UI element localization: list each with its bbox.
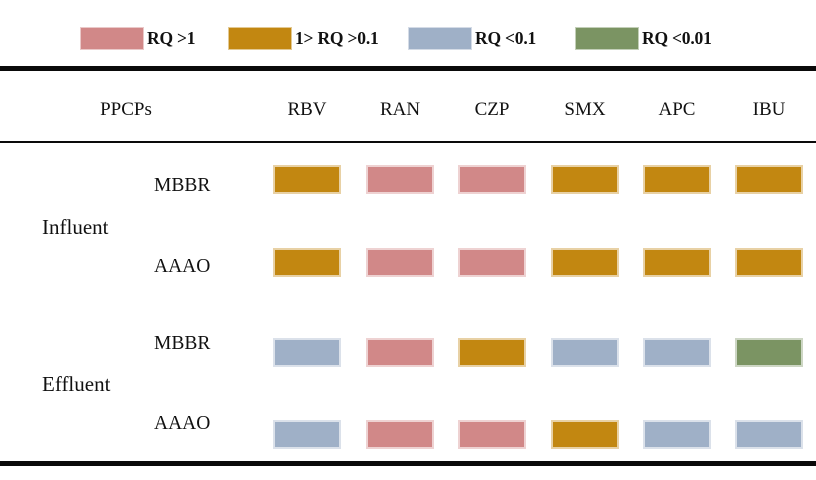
row-label-effluent-mbbr: MBBR: [154, 333, 211, 354]
legend-item-1-rq-0.1: 1> RQ >0.1: [228, 27, 379, 50]
cell-influent-aaao-czp: [458, 248, 526, 277]
cell-effluent-aaao-ran: [366, 420, 434, 449]
cell-influent-aaao-ran: [366, 248, 434, 277]
legend-divider-rule: [0, 66, 816, 71]
column-header-rbv: RBV: [287, 99, 327, 120]
legend-item-rq-gt-1: RQ >1: [80, 27, 196, 50]
group-label-influent: Influent: [42, 215, 109, 239]
legend-swatch-rq-lt-0.1-icon: [408, 27, 472, 50]
cell-effluent-mbbr-ran: [366, 338, 434, 367]
legend-label: RQ >1: [147, 28, 196, 48]
bottom-rule: [0, 461, 816, 466]
cell-effluent-mbbr-czp: [458, 338, 526, 367]
cell-effluent-mbbr-ibu: [735, 338, 803, 367]
legend-swatch-1-rq-0.1-icon: [228, 27, 292, 50]
row-label-influent-aaao: AAAO: [154, 256, 211, 277]
cell-effluent-aaao-rbv: [273, 420, 341, 449]
cell-influent-aaao-apc: [643, 248, 711, 277]
cell-influent-mbbr-ibu: [735, 165, 803, 194]
cell-influent-mbbr-rbv: [273, 165, 341, 194]
column-header-apc: APC: [658, 99, 696, 120]
cell-influent-mbbr-smx: [551, 165, 619, 194]
column-header-smx: SMX: [564, 99, 606, 120]
cell-influent-aaao-rbv: [273, 248, 341, 277]
legend-swatch-rq-lt-0.01-icon: [575, 27, 639, 50]
cell-effluent-aaao-apc: [643, 420, 711, 449]
legend-label: RQ <0.01: [642, 28, 712, 48]
cell-influent-mbbr-czp: [458, 165, 526, 194]
row-label-effluent-aaao: AAAO: [154, 413, 211, 434]
cell-influent-mbbr-apc: [643, 165, 711, 194]
cell-effluent-mbbr-rbv: [273, 338, 341, 367]
column-header-ibu: IBU: [752, 99, 786, 120]
cell-effluent-aaao-czp: [458, 420, 526, 449]
group-label-effluent: Effluent: [42, 372, 111, 396]
legend-label: RQ <0.1: [475, 28, 537, 48]
cell-effluent-aaao-smx: [551, 420, 619, 449]
column-header-czp: CZP: [474, 99, 510, 120]
cell-effluent-mbbr-apc: [643, 338, 711, 367]
cell-effluent-aaao-ibu: [735, 420, 803, 449]
cell-influent-aaao-ibu: [735, 248, 803, 277]
cell-influent-aaao-smx: [551, 248, 619, 277]
cell-effluent-mbbr-smx: [551, 338, 619, 367]
legend-item-rq-lt-0.1: RQ <0.1: [408, 27, 536, 50]
ppcps-header: PPCPs: [100, 99, 152, 120]
header-divider-rule: [0, 141, 816, 143]
legend-swatch-rq-gt-1-icon: [80, 27, 144, 50]
cell-influent-mbbr-ran: [366, 165, 434, 194]
row-label-influent-mbbr: MBBR: [154, 175, 211, 196]
legend-item-rq-lt-0.01: RQ <0.01: [575, 27, 712, 50]
column-header-ran: RAN: [379, 99, 421, 120]
legend-label: 1> RQ >0.1: [295, 28, 379, 48]
